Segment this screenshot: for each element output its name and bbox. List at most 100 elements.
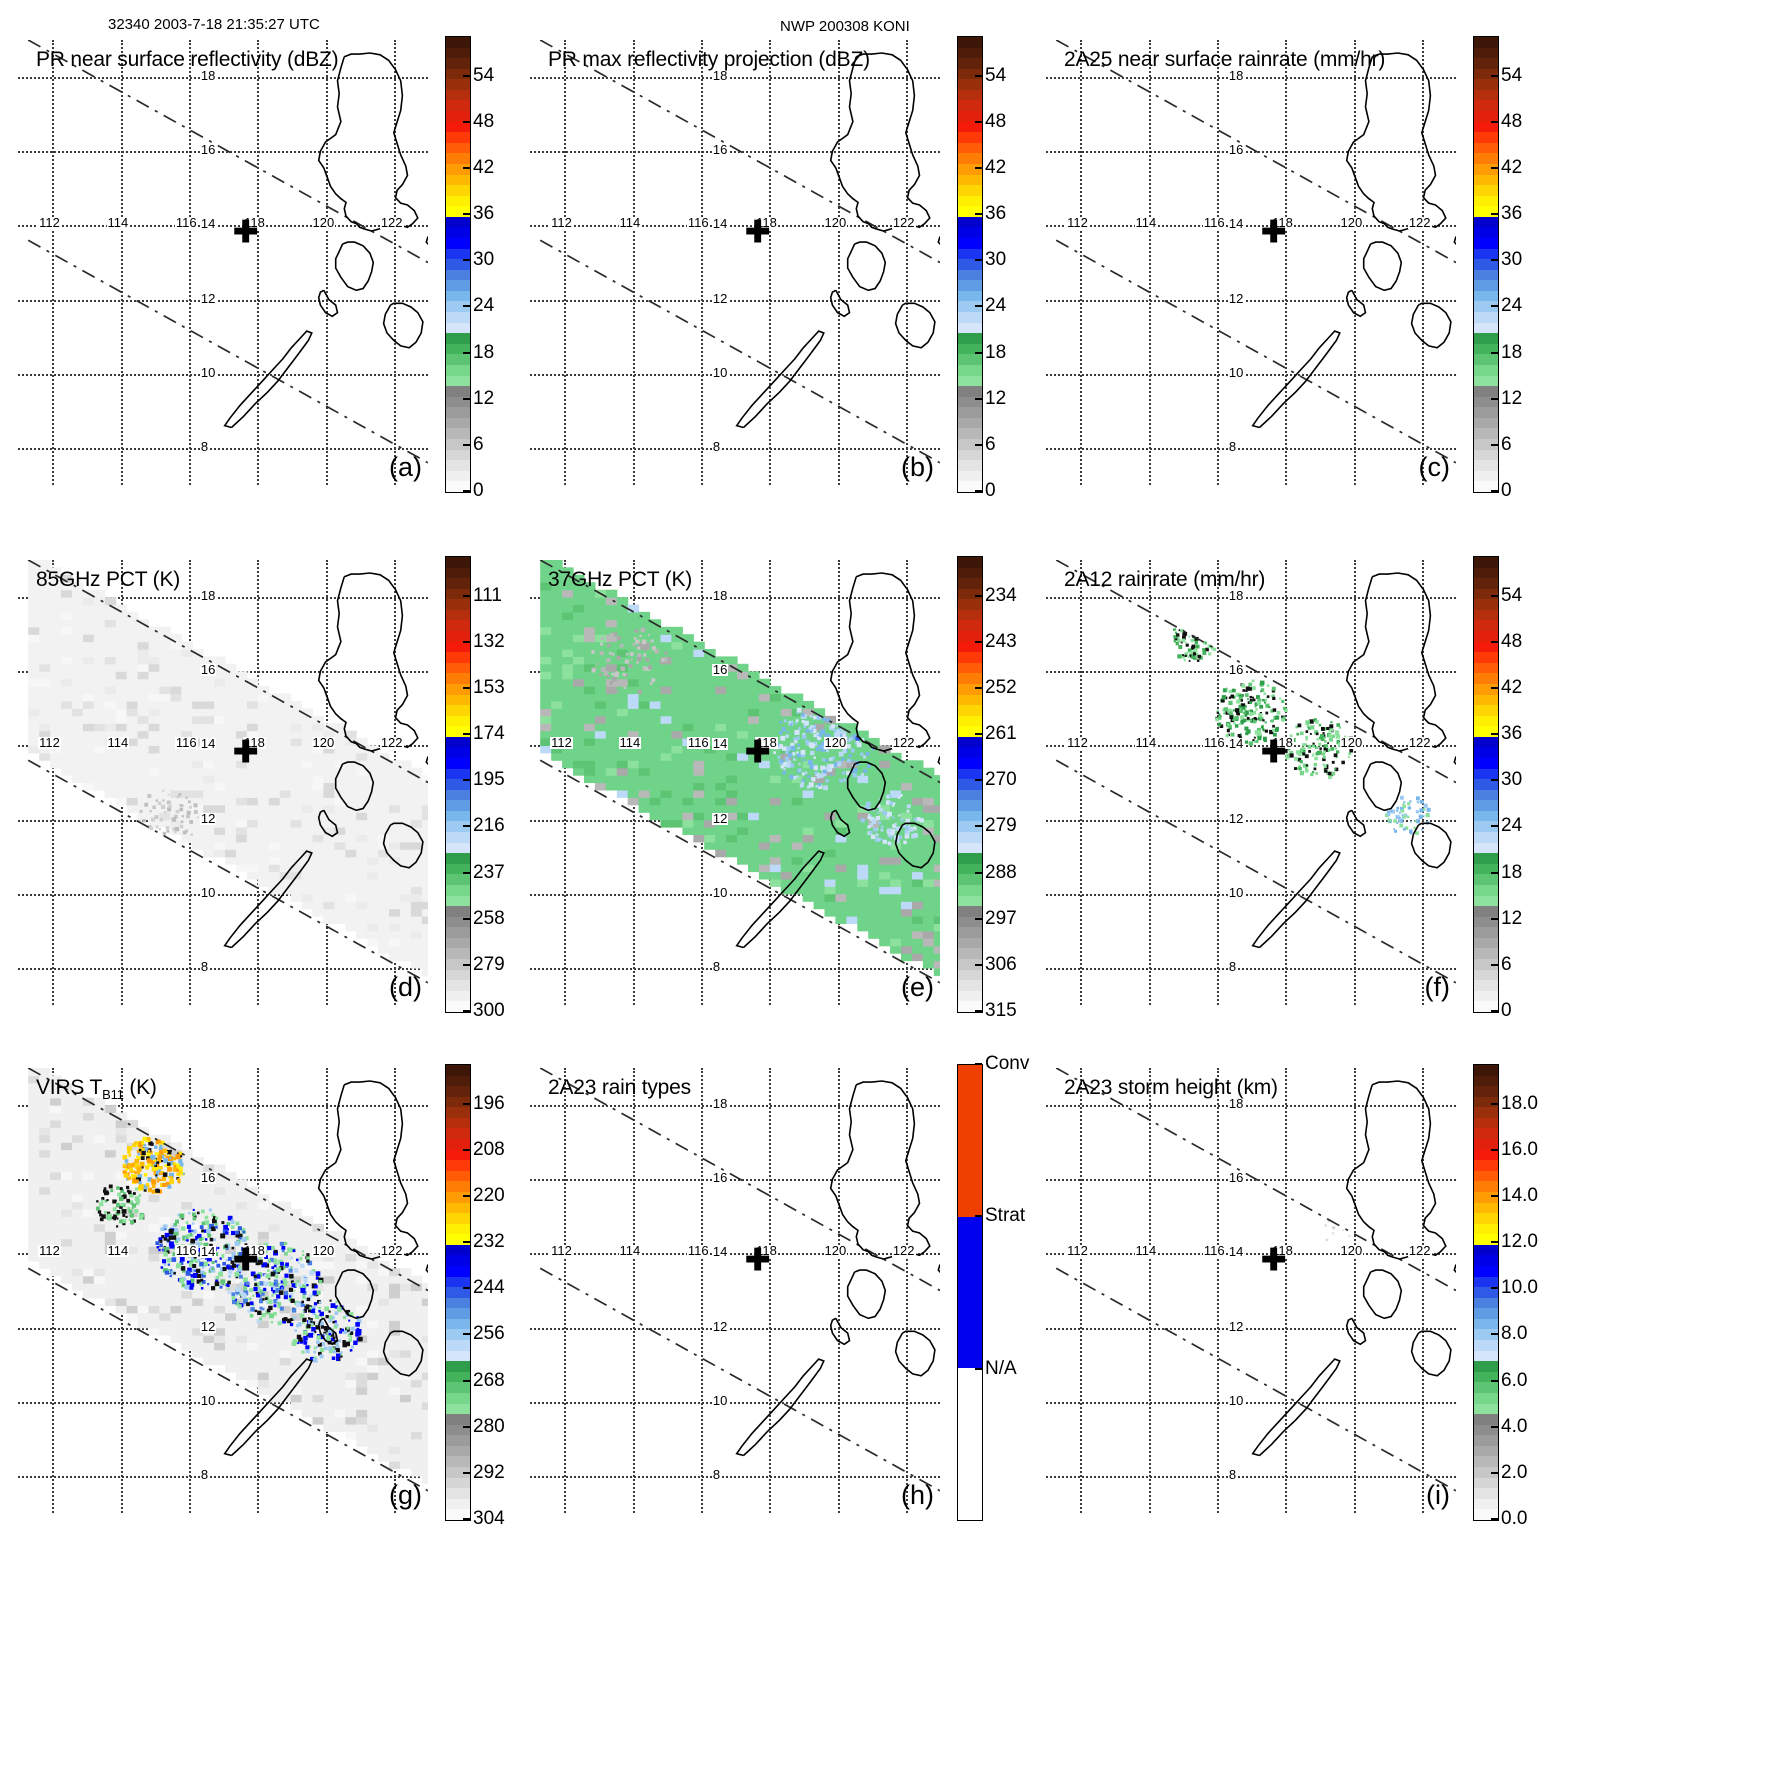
cbar-segment: [1474, 874, 1498, 885]
cbar-segment: [446, 990, 470, 1002]
cbar-segment: [958, 37, 982, 48]
cbar-segment: [958, 662, 982, 674]
cbar-segment: [1474, 609, 1498, 621]
colorbar-g[interactable]: 196 208 220 232 244 256 268 280 292 304: [445, 1064, 505, 1529]
grid-line-lon: [52, 40, 55, 485]
lon-tick-label: 120: [311, 1243, 336, 1259]
cbar-segment: [958, 916, 982, 928]
colorbar-f[interactable]: 54 48 42 36 30 24 18 12 6 0: [1473, 556, 1522, 1021]
colorbar-e[interactable]: 234 243 252 261 270 279 288 297 306 315: [957, 556, 1017, 1021]
swath-edges: [1055, 560, 1456, 984]
cbar-segment: [1474, 1403, 1498, 1415]
cbar-segment: [958, 227, 982, 238]
map-h[interactable]: 112 114 116 118 120 122 18 16 14 12 10 8 ✚: [530, 1068, 940, 1513]
grid-line-lon: [120, 40, 123, 485]
map-d[interactable]: 112 114 116 118 120 122 18 16 14 12 10 8 ✚: [18, 560, 428, 1005]
map-g[interactable]: 112 114 116 118 120 122 18 16 14 12 10 8 ✚: [18, 1068, 428, 1513]
grid-line-lat: [1046, 1179, 1456, 1182]
cbar-segment: [1474, 449, 1498, 461]
grid-line-lon: [1421, 1068, 1424, 1513]
map-a[interactable]: 112 114 116 118 120 122 18 16 14 12 10 8 ✚: [18, 40, 428, 485]
lon-tick-label: 114: [618, 215, 642, 231]
cbar-segment: [446, 47, 470, 59]
lat-tick-label: 14: [199, 1244, 217, 1260]
colorbar-d[interactable]: 111 132 153 174 195 216 237 258 279 300: [445, 556, 505, 1021]
panel-title-i: 2A23 storm height (km): [1064, 1076, 1278, 1099]
grid-line-lat: [530, 447, 940, 450]
cbar-segment: [1474, 1361, 1498, 1372]
cbar-segment: [446, 895, 470, 907]
panel-g: 112 114 116 118 120 122 18 16 14 12 10 8 ✚ VIRS TB11 …: [18, 1068, 548, 1513]
cbar-segment: [446, 1297, 470, 1309]
cbar-segment: [446, 237, 470, 249]
cbar-segment: [958, 460, 982, 471]
grid-line-lat: [1046, 1327, 1456, 1330]
colorbar-b[interactable]: 54 48 42 36 30 24 18 12 6 0: [957, 36, 1006, 501]
cbar-segment: [1474, 1350, 1498, 1362]
cbar-segment: [958, 269, 982, 281]
cbar-segment: [446, 428, 470, 439]
cbar-segment: [1474, 79, 1498, 90]
lon-tick-label: 114: [106, 1243, 130, 1259]
lat-tick-label: 10: [199, 364, 217, 380]
cbar-segment: [446, 449, 470, 461]
cbar-segment: [446, 1086, 470, 1097]
lat-tick-label: 14: [199, 216, 217, 232]
lat-tick-label: 8: [711, 958, 722, 974]
lat-tick-label: 8: [199, 958, 210, 974]
cbar-segment: [958, 343, 982, 355]
map-f[interactable]: 112 114 116 118 120 122 18 16 14 12 10 8 ✚: [1046, 560, 1456, 1005]
lon-tick-label: 112: [38, 1243, 61, 1259]
lat-tick-label: 14: [1227, 216, 1245, 232]
lat-tick-label: 14: [1227, 736, 1245, 752]
lon-tick-label: 112: [550, 1243, 573, 1259]
cbar-tick-label: 48: [463, 111, 494, 133]
cbar-segment: [1474, 237, 1498, 249]
cbar-segment: [1474, 1466, 1498, 1478]
cbar-segment: [1474, 1329, 1498, 1341]
lat-tick-label: 18: [711, 588, 729, 604]
cbar-segment: [958, 588, 982, 600]
cbar-segment: [1474, 842, 1498, 854]
grid-line-lat: [530, 1475, 940, 1478]
cbar-segment: [446, 417, 470, 429]
colorbar-h[interactable]: Conv Strat N/A: [957, 1053, 1029, 1521]
map-b[interactable]: 112 114 116 118 120 122 18 16 14 12 10 8 ✚: [530, 40, 940, 485]
lon-tick-label: 114: [618, 1243, 642, 1259]
lon-tick-label: 120: [1339, 215, 1364, 231]
grid-line-lat: [1046, 373, 1456, 376]
map-i[interactable]: 112 114 116 118 120 122 18 16 14 12 10 8 ✚: [1046, 1068, 1456, 1513]
cbar-segment: [446, 1181, 470, 1192]
cbar-segment: [446, 481, 470, 492]
colorbar-a[interactable]: 54 48 42 36 30 24 18 12 6 0: [445, 36, 494, 501]
cbar-tick-label: 300: [463, 1000, 505, 1022]
cbar-segment: [958, 884, 982, 896]
map-e[interactable]: 112 114 116 118 120 122 18 16 14 12 10 8 ✚: [530, 560, 940, 1005]
cbar-tick-label: 6.0: [1491, 1370, 1527, 1392]
cbar-segment: [446, 364, 470, 376]
colorbar-i[interactable]: 18.0 16.0 14.0 12.0 10.0 8.0 6.0 4.0 2.0 0.0: [1473, 1064, 1538, 1529]
grid-line-lat: [1046, 1253, 1456, 1256]
cbar-segment: [446, 715, 470, 727]
cbar-segment: [958, 301, 982, 313]
cbar-tick-label: 153: [463, 677, 505, 699]
cbar-segment: [1474, 1435, 1498, 1446]
cbar-segment: [446, 100, 470, 112]
panel-d: 112 114 116 118 120 122 18 16 14 12 10 8 ✚ 85GHz PCT …: [18, 560, 548, 1005]
cbar-segment: [1474, 1265, 1498, 1277]
grid-line-lon: [564, 560, 567, 1005]
colorbar-c[interactable]: 54 48 42 36 30 24 18 12 6 0: [1473, 36, 1522, 501]
map-c[interactable]: 112 114 116 118 120 122 18 16 14 12 10 8 ✚: [1046, 40, 1456, 485]
cbar-segment: [958, 842, 982, 854]
lon-tick-label: 118: [243, 735, 266, 751]
lat-tick-label: 8: [1227, 958, 1238, 974]
cbar-segment: [1474, 1414, 1498, 1425]
cbar-segment: [1474, 1244, 1498, 1256]
lat-tick-label: 8: [711, 1466, 722, 1482]
grid-line-lon: [564, 1068, 567, 1513]
grid-line-lat: [1046, 225, 1456, 228]
grid-line-lat: [530, 1401, 940, 1404]
panel-title-g: VIRS TB11 (K): [36, 1076, 157, 1103]
cbar-segment: [958, 578, 982, 589]
center-cross-marker: ✚: [1261, 216, 1287, 250]
